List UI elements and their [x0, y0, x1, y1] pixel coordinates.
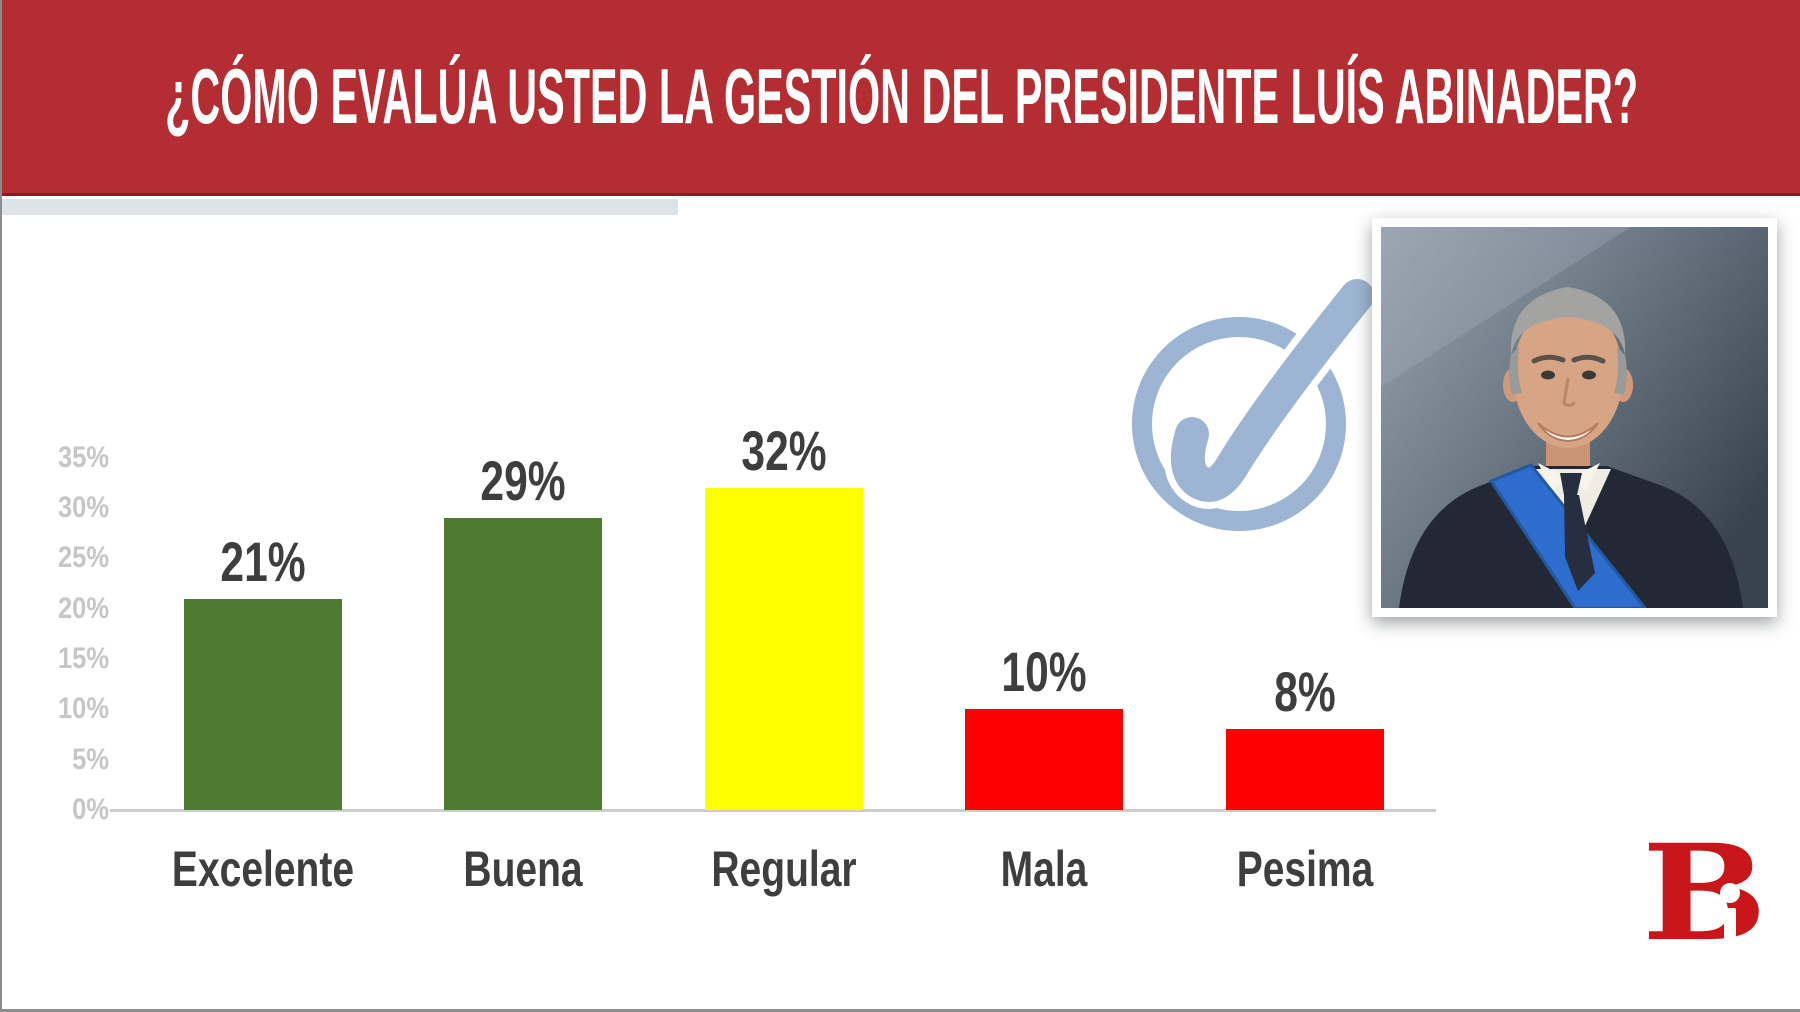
bar-value-label: 8% [1274, 660, 1336, 723]
y-axis-tick-label: 20% [57, 591, 109, 625]
category-label: Regular [711, 841, 857, 897]
bar-excelente [184, 599, 342, 810]
category-label: Mala [1000, 841, 1088, 897]
y-axis-tick-label: 15% [57, 641, 109, 675]
president-portrait [1372, 218, 1777, 617]
y-axis-tick-label: 30% [57, 490, 109, 524]
category-label: Excelente [171, 841, 355, 897]
category-label: Buena [463, 841, 583, 897]
bar-value-label: 32% [741, 419, 827, 482]
category-label: Pesima [1236, 841, 1374, 897]
y-axis-tick-label: 0% [72, 793, 109, 826]
y-axis-tick-label: 10% [57, 692, 109, 726]
logo-i-stem-icon [1724, 908, 1736, 944]
bar-value-label: 29% [480, 449, 566, 512]
bar-value-label: 10% [1001, 640, 1087, 703]
x-axis-line [110, 809, 1436, 812]
y-axis-tick-label: 35% [57, 440, 109, 474]
y-axis-tick-label: 5% [72, 742, 109, 776]
bar-mala [965, 709, 1123, 810]
bar-pesima [1226, 729, 1384, 810]
header-banner: ¿CÓMO EVALÚA USTED LA GESTIÓN DEL PRESID… [2, 0, 1800, 196]
portrait-photo [1381, 227, 1768, 610]
bar-regular [705, 488, 863, 810]
bar-buena [444, 518, 602, 810]
logo-i-dot-icon [1720, 883, 1740, 903]
page-title: ¿CÓMO EVALÚA USTED LA GESTIÓN DEL PRESID… [165, 52, 1639, 140]
logo-letter-b: B [1642, 816, 1767, 971]
y-axis-tick-label: 25% [57, 541, 109, 575]
bar-value-label: 21% [220, 530, 306, 593]
check-circle-icon [1094, 272, 1382, 544]
accent-strip [2, 199, 678, 215]
bi-logo: B [1642, 828, 1772, 966]
